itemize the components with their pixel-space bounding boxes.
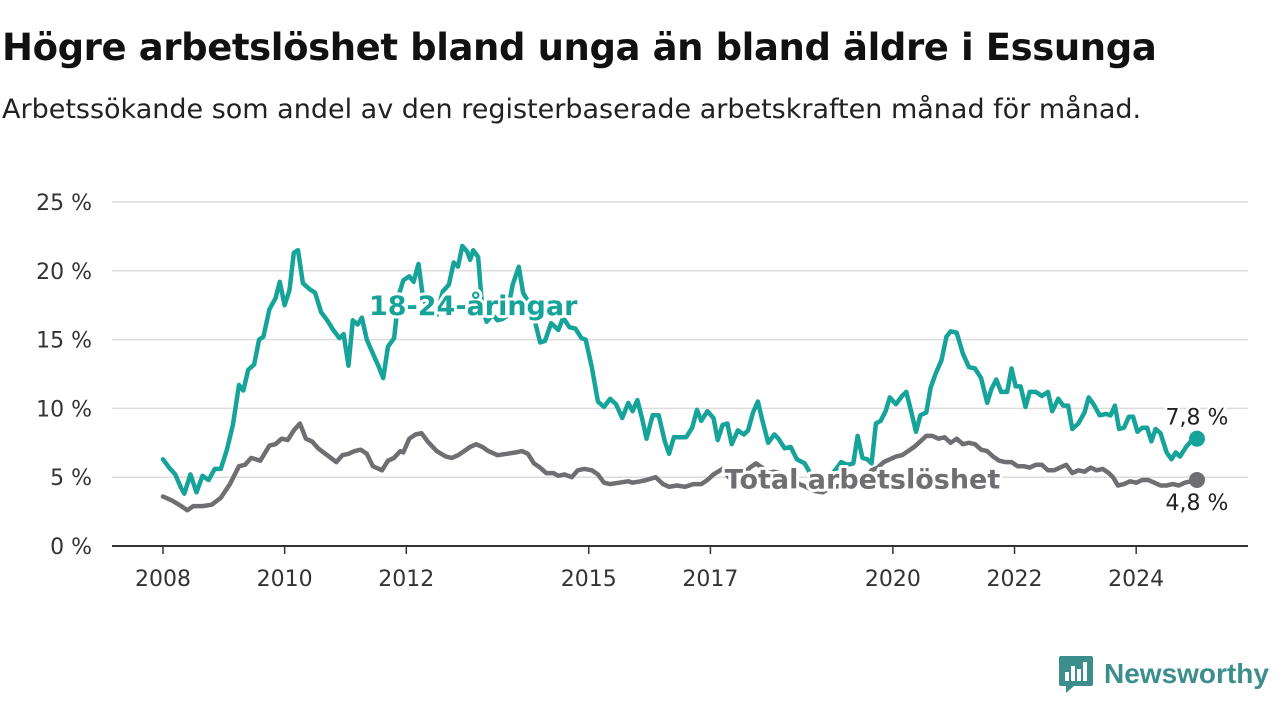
series-end-label: 4,8 % <box>1166 491 1229 516</box>
brand: Newsworthy <box>1058 654 1269 694</box>
series-line <box>160 243 1200 496</box>
x-tick-label: 2022 <box>987 567 1043 592</box>
x-tick-label: 2012 <box>378 567 434 592</box>
series-label: Total arbetslöshet <box>725 465 1001 496</box>
x-tick-label: 2015 <box>561 567 617 592</box>
x-tick-label: 2017 <box>682 567 738 592</box>
series-line <box>160 421 1200 513</box>
series-end-point <box>1189 430 1205 447</box>
x-tick-label: 2020 <box>865 567 921 592</box>
y-tick-label: 25 % <box>36 191 92 216</box>
y-tick-label: 5 % <box>50 466 92 491</box>
x-tick-label: 2010 <box>257 567 313 592</box>
chart-title: Högre arbetslöshet bland unga än bland ä… <box>2 26 1157 69</box>
y-axis: 0 % 5 % 10 % 15 % 20 % 25 % <box>36 191 92 560</box>
x-tick-label: 2008 <box>135 567 191 592</box>
y-tick-label: 10 % <box>36 397 92 422</box>
series-labels: 18-24-åringar Total arbetslöshet 7,8 % 4,8 … <box>366 287 1231 518</box>
series-label: 18-24-åringar <box>369 290 578 322</box>
series-lines <box>160 243 1205 513</box>
y-tick-label: 0 % <box>50 535 92 560</box>
newsworthy-logo-icon <box>1059 656 1093 693</box>
chart-subtitle: Arbetssökande som andel av den registerb… <box>2 94 1142 125</box>
x-axis: 2008 2010 2012 2015 2017 2020 2022 2024 <box>112 545 1248 592</box>
x-tick-label: 2024 <box>1108 567 1164 592</box>
y-tick-label: 20 % <box>36 260 92 285</box>
series-end-label: 7,8 % <box>1166 406 1229 431</box>
brand-name: Newsworthy <box>1104 658 1269 689</box>
y-tick-label: 15 % <box>36 329 92 354</box>
series-end-point <box>1189 471 1205 488</box>
